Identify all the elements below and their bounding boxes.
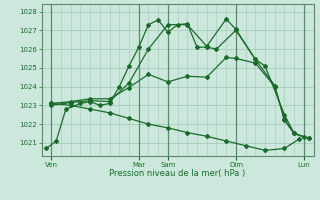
X-axis label: Pression niveau de la mer( hPa ): Pression niveau de la mer( hPa ) <box>109 169 246 178</box>
